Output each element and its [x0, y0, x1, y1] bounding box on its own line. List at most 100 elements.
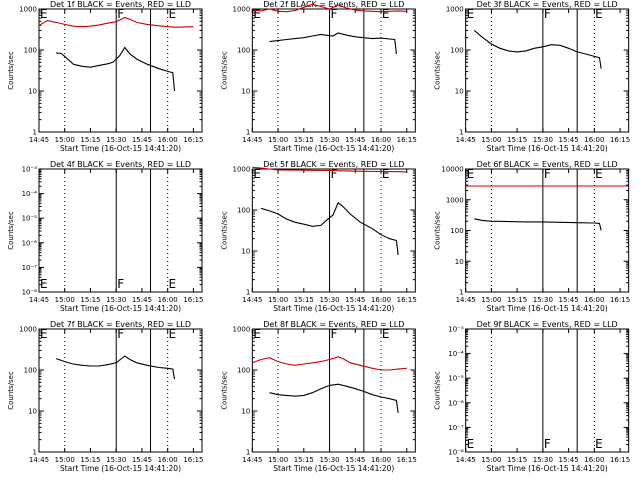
y-tick-label: 10⁻⁸	[448, 449, 464, 457]
flag-marker: E	[382, 7, 390, 21]
lld-series-line	[38, 16, 194, 28]
x-tick-label: 15:00	[268, 296, 288, 304]
x-tick-label: 15:00	[481, 296, 501, 304]
panel-title: Det 3f BLACK = Events, RED = LLD	[477, 0, 618, 9]
x-tick-label: 15:45	[559, 296, 579, 304]
x-tick-label: 15:45	[345, 296, 365, 304]
x-tick-label: 15:30	[533, 296, 553, 304]
y-tick-label: 100	[24, 47, 37, 55]
panel-title: Det 1f BLACK = Events, RED = LLD	[50, 0, 191, 9]
panel-det-6: Det 6f BLACK = Events, RED = LLD 14:45 15:…	[434, 160, 631, 313]
plot-frame	[465, 328, 630, 453]
x-tick-label: 16:15	[183, 456, 203, 464]
flag-marker: E	[253, 327, 261, 341]
x-tick-label: 15:15	[507, 456, 527, 464]
plot-frame	[251, 328, 416, 453]
panel-det-2: Det 2f BLACK = Events, RED = LLD 14:45 15:…	[220, 0, 417, 153]
x-tick-label: 16:00	[371, 296, 391, 304]
flag-marker: E	[169, 7, 177, 21]
flag-marker: E	[40, 327, 48, 341]
x-tick-label: 16:15	[610, 296, 630, 304]
y-tick-label: 1000	[233, 326, 251, 334]
x-tick-label: 15:15	[507, 296, 527, 304]
x-tick-label: 16:15	[397, 296, 417, 304]
x-axis-label: Start Time (16-Oct-15 14:41:20)	[60, 464, 181, 473]
flag-marker: E	[382, 327, 390, 341]
flag-marker: F	[117, 277, 124, 291]
flag-marker: F	[117, 7, 124, 21]
panel-det-9: Det 9f BLACK = Events, RED = LLD 14:45 15:…	[434, 320, 631, 473]
x-tick-label: 15:00	[268, 456, 288, 464]
flag-marker: E	[40, 277, 48, 291]
panel-title: Det 8f BLACK = Events, RED = LLD	[263, 320, 404, 329]
x-tick-label: 15:00	[55, 136, 75, 144]
plot-frame	[38, 168, 203, 293]
x-tick-label: 15:15	[507, 136, 527, 144]
panel-det-8: Det 8f BLACK = Events, RED = LLD 14:45 15:…	[220, 320, 417, 473]
y-tick-label: 10⁻⁴	[448, 350, 464, 358]
x-tick-label: 15:30	[106, 136, 126, 144]
y-tick-label: 10⁻⁴	[22, 190, 38, 198]
y-tick-label: 100	[237, 207, 250, 215]
flag-marker: E	[253, 7, 261, 21]
x-axis-label: Start Time (16-Oct-15 14:41:20)	[60, 304, 181, 313]
y-axis-label: Counts/sec	[220, 371, 228, 410]
y-tick-label: 1000	[19, 326, 37, 334]
x-tick-label: 16:00	[584, 296, 604, 304]
x-tick-label: 14:45	[242, 296, 262, 304]
y-axis-label: Counts/sec	[434, 51, 442, 90]
x-tick-label: 16:15	[610, 456, 630, 464]
y-tick-label: 100	[450, 47, 463, 55]
flag-marker: F	[544, 437, 551, 451]
events-series-line	[56, 355, 176, 380]
flag-marker: E	[467, 437, 475, 451]
x-axis-label: Start Time (16-Oct-15 14:41:20)	[487, 464, 608, 473]
x-tick-label: 15:15	[80, 296, 100, 304]
panel-title: Det 9f BLACK = Events, RED = LLD	[477, 320, 618, 329]
y-tick-label: 1000	[233, 6, 251, 14]
y-tick-label: 10	[455, 88, 464, 96]
flag-marker: E	[595, 167, 603, 181]
y-tick-label: 1000	[233, 166, 251, 174]
y-tick-label: 100	[450, 227, 463, 235]
x-tick-label: 16:15	[397, 456, 417, 464]
flag-marker: E	[253, 167, 261, 181]
y-tick-label: 100	[237, 367, 250, 375]
x-tick-label: 14:45	[29, 136, 49, 144]
y-tick-label: 1	[459, 129, 463, 137]
flag-marker: F	[544, 167, 551, 181]
y-tick-label: 10	[28, 408, 37, 416]
x-tick-label: 15:00	[55, 456, 75, 464]
flag-marker: E	[595, 437, 603, 451]
panel-det-5: Det 5f BLACK = Events, RED = LLD 14:45 15:…	[220, 160, 417, 313]
flag-marker: E	[382, 167, 390, 181]
x-tick-label: 14:45	[242, 456, 262, 464]
flag-marker: E	[169, 327, 177, 341]
y-tick-label: 1	[33, 449, 37, 457]
x-tick-label: 16:00	[371, 136, 391, 144]
x-axis-label: Start Time (16-Oct-15 14:41:20)	[273, 144, 394, 153]
x-tick-label: 15:45	[559, 136, 579, 144]
events-series-line	[56, 46, 176, 92]
plot-frame	[251, 168, 416, 293]
panel-title: Det 7f BLACK = Events, RED = LLD	[50, 320, 191, 329]
x-tick-label: 15:45	[345, 456, 365, 464]
y-axis-label: Counts/sec	[434, 211, 442, 250]
y-tick-label: 1	[246, 289, 250, 297]
x-tick-label: 16:15	[183, 136, 203, 144]
x-tick-label: 16:00	[158, 456, 178, 464]
x-tick-label: 15:30	[533, 456, 553, 464]
x-tick-label: 16:15	[610, 136, 630, 144]
flag-marker: F	[117, 327, 124, 341]
x-tick-label: 15:45	[345, 136, 365, 144]
x-tick-label: 15:00	[481, 136, 501, 144]
x-tick-label: 15:45	[132, 456, 152, 464]
plot-frame	[465, 8, 630, 133]
plot-frame	[38, 8, 203, 133]
y-tick-label: 10	[28, 88, 37, 96]
flag-marker: F	[331, 167, 338, 181]
y-tick-label: 1000	[446, 6, 464, 14]
y-tick-label: 10⁻³	[448, 326, 464, 334]
y-axis-label: Counts/sec	[7, 371, 15, 410]
